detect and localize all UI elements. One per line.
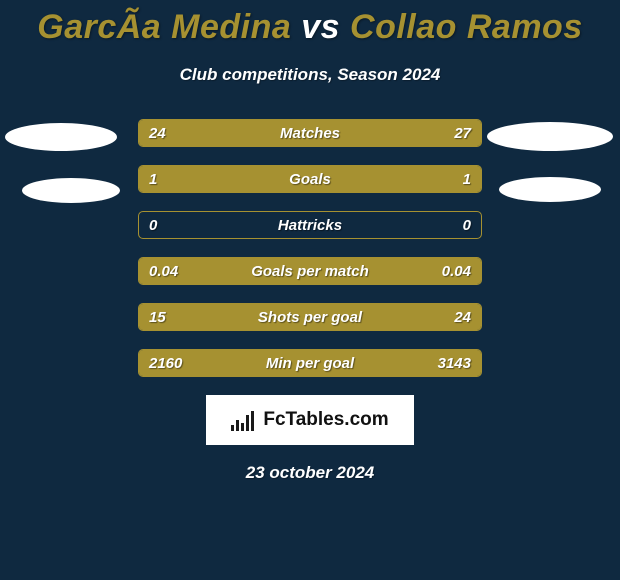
stat-label: Min per goal: [139, 350, 481, 376]
decorative-ellipse: [5, 123, 117, 151]
logo-bar: [236, 420, 239, 431]
logo-text: FcTables.com: [263, 409, 388, 431]
title-player1: GarcÃ­a Medina: [37, 8, 291, 46]
logo-bar: [246, 415, 249, 431]
stat-label: Shots per goal: [139, 304, 481, 330]
logo-bar: [231, 425, 234, 431]
stat-row: 21603143Min per goal: [138, 349, 482, 377]
title-player2: Collao Ramos: [350, 8, 583, 46]
logo-box: FcTables.com: [206, 395, 414, 445]
stat-label: Matches: [139, 120, 481, 146]
stat-label: Goals: [139, 166, 481, 192]
stat-row: 1524Shots per goal: [138, 303, 482, 331]
barchart-icon: [231, 409, 257, 431]
date-text: 23 october 2024: [0, 463, 620, 483]
decorative-ellipse: [22, 178, 120, 203]
logo-bar: [241, 423, 244, 431]
stat-row: 0.040.04Goals per match: [138, 257, 482, 285]
stats-panel: 2427Matches 11Goals 00Hattricks 0.040.04Goa…: [138, 119, 482, 377]
comparison-title: GarcÃ­a Medina vs Collao Ramos: [0, 0, 620, 47]
stat-label: Hattricks: [139, 212, 481, 238]
logo-bar: [251, 411, 254, 431]
decorative-ellipse: [499, 177, 601, 202]
stat-row: 11Goals: [138, 165, 482, 193]
stat-label: Goals per match: [139, 258, 481, 284]
stat-row: 2427Matches: [138, 119, 482, 147]
title-separator: vs: [301, 8, 340, 46]
stat-row: 00Hattricks: [138, 211, 482, 239]
decorative-ellipse: [487, 122, 613, 151]
subtitle: Club competitions, Season 2024: [0, 65, 620, 85]
